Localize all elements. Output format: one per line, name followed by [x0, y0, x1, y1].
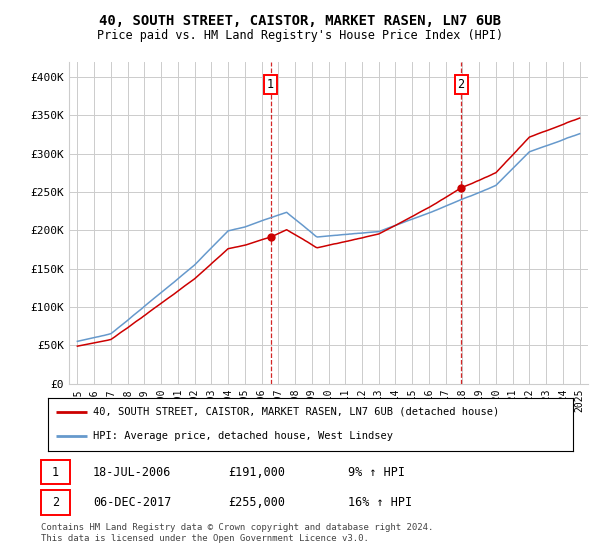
Text: £191,000: £191,000: [228, 465, 285, 479]
Text: 1: 1: [267, 78, 274, 91]
Text: 40, SOUTH STREET, CAISTOR, MARKET RASEN, LN7 6UB (detached house): 40, SOUTH STREET, CAISTOR, MARKET RASEN,…: [92, 407, 499, 417]
Text: 06-DEC-2017: 06-DEC-2017: [93, 496, 172, 509]
Text: 9% ↑ HPI: 9% ↑ HPI: [348, 465, 405, 479]
Text: Price paid vs. HM Land Registry's House Price Index (HPI): Price paid vs. HM Land Registry's House …: [97, 29, 503, 42]
Text: 40, SOUTH STREET, CAISTOR, MARKET RASEN, LN7 6UB: 40, SOUTH STREET, CAISTOR, MARKET RASEN,…: [99, 14, 501, 28]
Text: HPI: Average price, detached house, West Lindsey: HPI: Average price, detached house, West…: [92, 431, 392, 441]
Text: 16% ↑ HPI: 16% ↑ HPI: [348, 496, 412, 509]
Text: 2: 2: [52, 496, 59, 509]
Text: 18-JUL-2006: 18-JUL-2006: [93, 465, 172, 479]
Text: Contains HM Land Registry data © Crown copyright and database right 2024.
This d: Contains HM Land Registry data © Crown c…: [41, 524, 433, 543]
Text: 2: 2: [458, 78, 464, 91]
Text: 1: 1: [52, 465, 59, 479]
Text: £255,000: £255,000: [228, 496, 285, 509]
